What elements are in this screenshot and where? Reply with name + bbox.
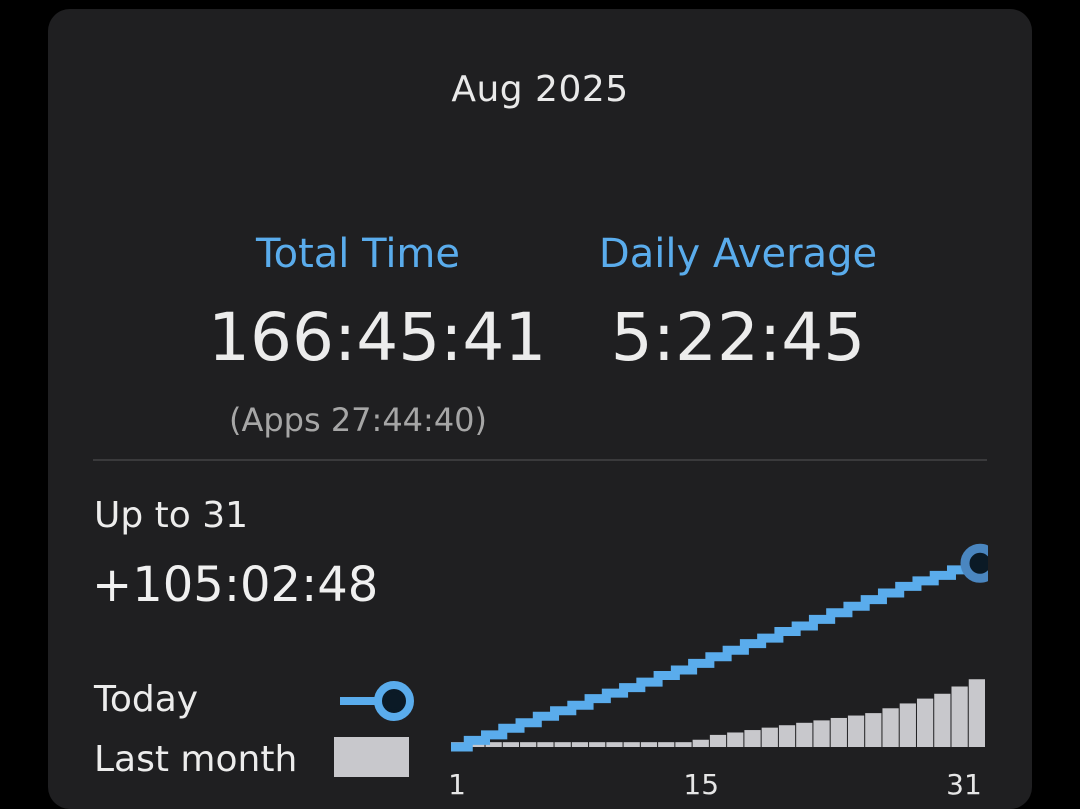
daily-average-value: 5:22:45 [610, 299, 866, 376]
comparison-delta: +105:02:48 [92, 557, 379, 613]
x-tick-label: 31 [946, 768, 982, 801]
last-month-bar [554, 742, 571, 747]
total-time-label: Total Time [255, 231, 461, 277]
cumulative-time-chart: 1 15 31 [448, 543, 988, 801]
last-month-bar [589, 742, 606, 747]
last-month-bar [502, 742, 520, 747]
month-title: Aug 2025 [451, 69, 629, 110]
last-month-bar [623, 742, 640, 747]
legend-last-month-label: Last month [94, 739, 298, 780]
legend-today-marker-icon [340, 681, 414, 721]
legend-today-label: Today [94, 679, 199, 720]
apps-time-subtitle: (Apps 27:44:40) [228, 401, 488, 439]
last-month-bar [934, 693, 951, 747]
last-month-bar [658, 742, 675, 747]
divider [93, 459, 987, 461]
last-month-bar [899, 703, 916, 747]
last-month-bar [485, 742, 502, 747]
total-time-value: 166:45:41 [208, 299, 547, 376]
last-month-bar [537, 742, 554, 747]
last-month-bar [709, 734, 727, 747]
last-month-bar [951, 686, 968, 747]
last-month-bar [640, 742, 658, 747]
last-month-bar [692, 739, 709, 747]
last-month-bar [916, 698, 934, 747]
last-month-bar [761, 727, 778, 747]
last-month-bar [968, 679, 985, 747]
today-end-marker [960, 543, 988, 583]
last-month-bar [847, 715, 865, 747]
last-month-bar [744, 730, 761, 747]
comparison-label: Up to 31 [94, 495, 249, 536]
last-month-bar [520, 742, 537, 747]
last-month-bar [830, 717, 847, 747]
last-month-bar [813, 720, 830, 747]
today-series-line [451, 558, 986, 752]
last-month-bar [882, 708, 899, 747]
last-month-bar [571, 742, 589, 747]
x-tick-label: 1 [448, 768, 466, 801]
legend-last-month-swatch [334, 737, 409, 777]
last-month-bar [675, 742, 692, 747]
last-month-bar [796, 722, 813, 747]
last-month-bar [606, 742, 623, 747]
last-month-bar [778, 725, 796, 747]
last-month-bar [865, 713, 882, 747]
monthly-summary-card: Aug 2025 Total Time 166:45:41 (Apps 27:4… [48, 9, 1032, 809]
last-month-bar [727, 732, 744, 747]
x-tick-label: 15 [683, 768, 719, 801]
daily-average-label: Daily Average [598, 231, 878, 277]
